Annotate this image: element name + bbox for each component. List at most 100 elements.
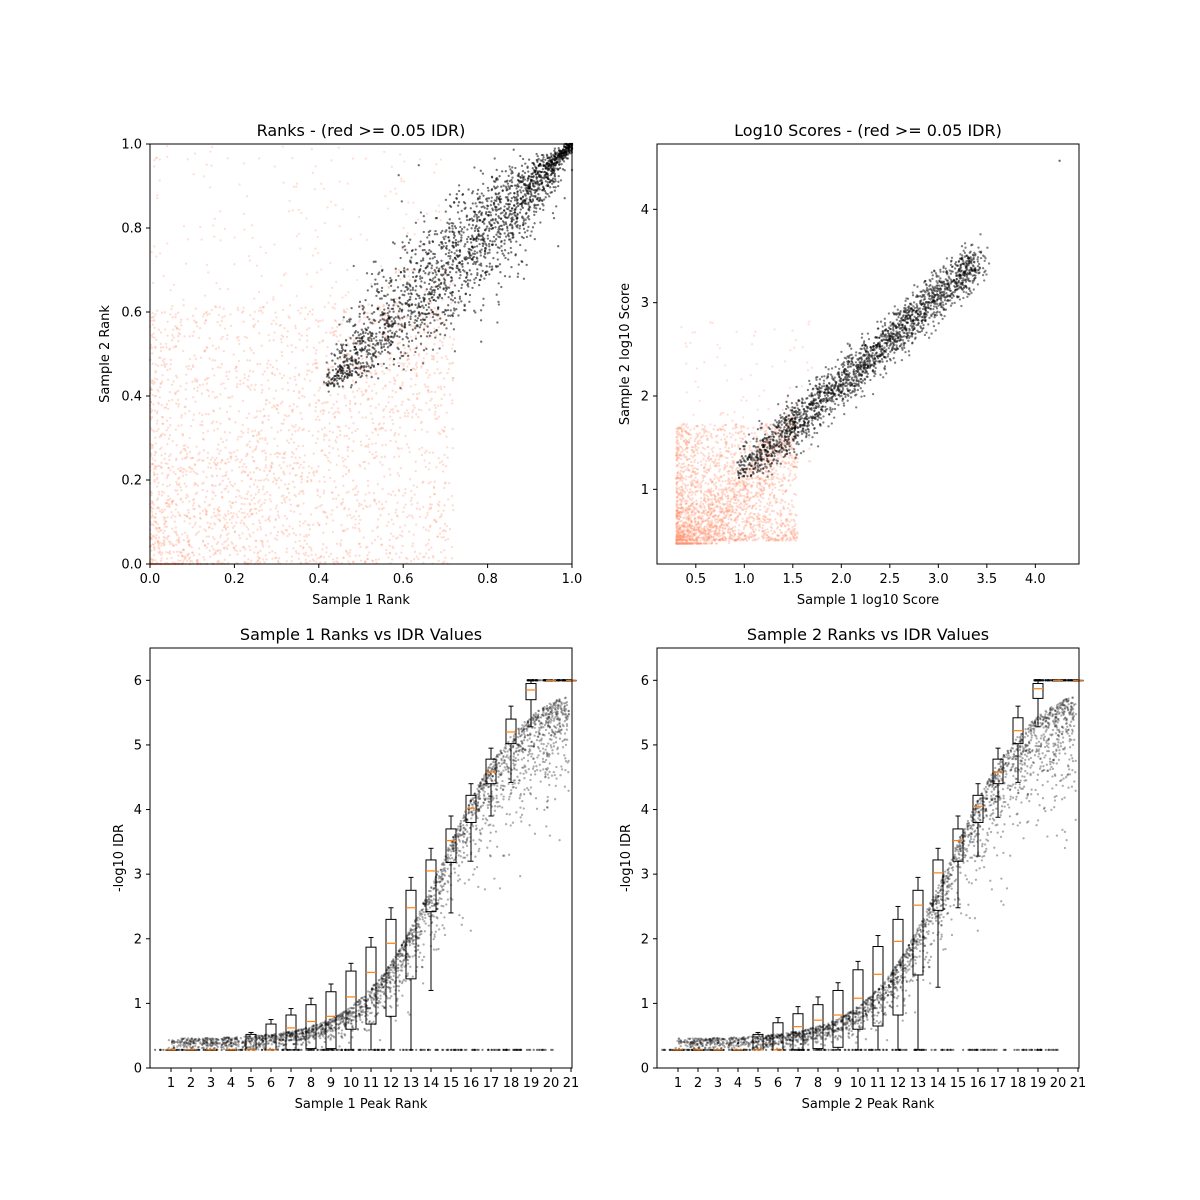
- scatter-point: [211, 309, 213, 311]
- scatter-point: [302, 445, 304, 447]
- scatter-point: [413, 354, 415, 356]
- scatter-point: [231, 543, 233, 545]
- scatter-point: [521, 261, 523, 263]
- scatter-point: [467, 285, 469, 287]
- scatter-point: [304, 454, 306, 456]
- scatter-point: [230, 325, 232, 327]
- scatter-point: [373, 383, 375, 385]
- scatter-point: [342, 380, 344, 382]
- scatter-point: [311, 467, 313, 469]
- scatter-point: [363, 369, 365, 371]
- scatter-point: [501, 170, 503, 172]
- scatter-point: [464, 309, 466, 311]
- scatter-point: [508, 175, 510, 177]
- scatter-point: [265, 252, 267, 254]
- scatter-point: [221, 543, 223, 545]
- scatter-point: [501, 228, 503, 230]
- scatter-point: [389, 539, 391, 541]
- scatter-point: [296, 405, 298, 407]
- scatter-point: [448, 368, 450, 370]
- scatter-point: [262, 488, 264, 490]
- scatter-point: [209, 186, 211, 188]
- scatter-point: [454, 350, 456, 352]
- scatter-point: [150, 558, 152, 560]
- scatter-point: [337, 448, 339, 450]
- scatter-point: [251, 224, 253, 226]
- scatter-point: [283, 419, 285, 421]
- scatter-point: [408, 242, 410, 244]
- scatter-point: [326, 375, 328, 377]
- scatter-point: [179, 560, 181, 562]
- scatter-point: [177, 538, 179, 540]
- scatter-point: [533, 222, 535, 224]
- scatter-point: [500, 245, 502, 247]
- scatter-point: [425, 304, 427, 306]
- scatter-point: [244, 336, 246, 338]
- scatter-point: [192, 335, 194, 337]
- scatter-point: [403, 267, 405, 269]
- scatter-point: [339, 334, 341, 336]
- scatter-point: [362, 461, 364, 463]
- scatter-point: [312, 472, 314, 474]
- scatter-point: [488, 221, 490, 223]
- scatter-point: [432, 257, 434, 259]
- scatter-point: [259, 438, 261, 440]
- scatter-point: [166, 485, 168, 487]
- scatter-point: [408, 299, 410, 301]
- scatter-point: [202, 556, 204, 558]
- scatter-point: [352, 422, 354, 424]
- scatter-point: [380, 265, 382, 267]
- scatter-point: [168, 535, 170, 537]
- scatter-point: [334, 204, 336, 206]
- scatter-point: [465, 276, 467, 278]
- scatter-point: [252, 523, 254, 525]
- scatter-point: [316, 490, 318, 492]
- scatter-point: [379, 297, 381, 299]
- scatter-point: [437, 535, 439, 537]
- scatter-point: [240, 519, 242, 521]
- scatter-point: [277, 431, 279, 433]
- scatter-point: [359, 313, 361, 315]
- scatter-point: [434, 336, 436, 338]
- scatter-point: [202, 432, 204, 434]
- scatter-point: [205, 413, 207, 415]
- scatter-point: [171, 334, 173, 336]
- scatter-point: [519, 189, 521, 191]
- scatter-point: [450, 309, 452, 311]
- scatter-point: [340, 544, 342, 546]
- scatter-point: [516, 203, 518, 205]
- scatter-point: [233, 353, 235, 355]
- scatter-point: [259, 246, 261, 248]
- scatter-point: [244, 515, 246, 517]
- scatter-point: [173, 551, 175, 553]
- scatter-point: [165, 343, 167, 345]
- scatter-point: [286, 496, 288, 498]
- scatter-point: [356, 279, 358, 281]
- scatter-point: [508, 206, 510, 208]
- scatter-point: [435, 329, 437, 331]
- scatter-point: [387, 312, 389, 314]
- scatter-point: [458, 249, 460, 251]
- scatter-point: [153, 474, 155, 476]
- scatter-point: [226, 411, 228, 413]
- scatter-point: [535, 207, 537, 209]
- scatter-point: [397, 362, 399, 364]
- scatter-point: [473, 282, 475, 284]
- scatter-point: [262, 545, 264, 547]
- scatter-point: [365, 416, 367, 418]
- scatter-point: [154, 451, 156, 453]
- scatter-point: [248, 545, 250, 547]
- scatter-point: [160, 383, 162, 385]
- scatter-point: [350, 416, 352, 418]
- scatter-point: [504, 232, 506, 234]
- scatter-point: [293, 390, 295, 392]
- scatter-point: [494, 218, 496, 220]
- scatter-point: [393, 456, 395, 458]
- scatter-point: [443, 278, 445, 280]
- scatter-point: [382, 331, 384, 333]
- scatter-point: [151, 382, 153, 384]
- scatter-point: [449, 257, 451, 259]
- scatter-point: [421, 482, 423, 484]
- scatter-point: [269, 494, 271, 496]
- scatter-point: [478, 243, 480, 245]
